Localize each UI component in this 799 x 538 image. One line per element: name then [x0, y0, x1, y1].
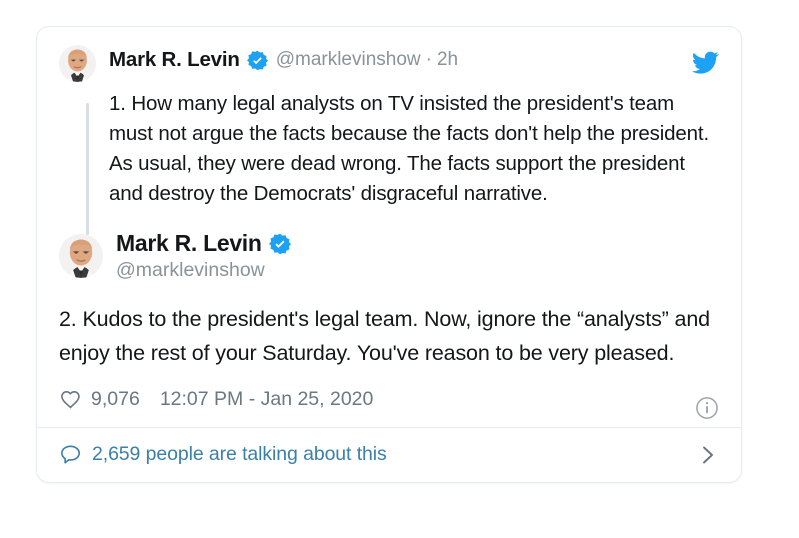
verified-badge-icon — [268, 233, 291, 255]
verified-badge-icon — [246, 50, 268, 71]
thread-connector-line — [86, 103, 89, 235]
talking-about-label[interactable]: 2,659 people are talking about this — [92, 443, 387, 465]
tweet-card-body: Mark R. Levin @marklevinshow · 2h — [37, 27, 741, 427]
tweet-meta-row: 9,076 12:07 PM - Jan 25, 2020 — [59, 388, 719, 427]
separator: · — [425, 49, 432, 70]
tweet-footer[interactable]: 2,659 people are talking about this — [37, 427, 741, 482]
tweet-timestamp[interactable]: 12:07 PM - Jan 25, 2020 — [159, 388, 374, 410]
speech-bubble-icon — [59, 443, 82, 466]
tweet-two[interactable]: Mark R. Levin @marklevinshow 2. Kudos to… — [59, 230, 719, 427]
avatar[interactable] — [59, 45, 96, 82]
like-count: 9,076 — [91, 388, 140, 410]
display-name[interactable]: Mark R. Levin — [116, 230, 262, 256]
tweet-two-header: Mark R. Levin @marklevinshow — [59, 230, 719, 282]
tweet-two-identity: Mark R. Levin @marklevinshow — [116, 230, 291, 282]
tweet-one[interactable]: Mark R. Levin @marklevinshow · 2h — [59, 45, 719, 209]
tweet-two-text: 2. Kudos to the president's legal team. … — [59, 307, 710, 365]
timestamp[interactable]: 2h — [436, 49, 459, 70]
tweet-two-name-line: Mark R. Levin — [116, 230, 291, 257]
twitter-bird-icon[interactable] — [692, 49, 719, 76]
handle[interactable]: @marklevinshow — [275, 49, 421, 70]
tweet-card[interactable]: Mark R. Levin @marklevinshow · 2h — [36, 26, 742, 483]
heart-icon[interactable] — [59, 388, 82, 411]
handle[interactable]: @marklevinshow — [116, 259, 265, 281]
avatar[interactable] — [59, 234, 103, 278]
tweet-one-header: Mark R. Levin @marklevinshow · 2h — [59, 45, 719, 82]
chevron-right-icon[interactable] — [695, 443, 719, 467]
info-circle-icon[interactable] — [695, 396, 719, 420]
display-name[interactable]: Mark R. Levin — [109, 48, 240, 71]
tweet-one-identity: Mark R. Levin @marklevinshow · 2h — [109, 45, 458, 72]
tweet-one-text: 1. How many legal analysts on TV insiste… — [109, 92, 709, 205]
